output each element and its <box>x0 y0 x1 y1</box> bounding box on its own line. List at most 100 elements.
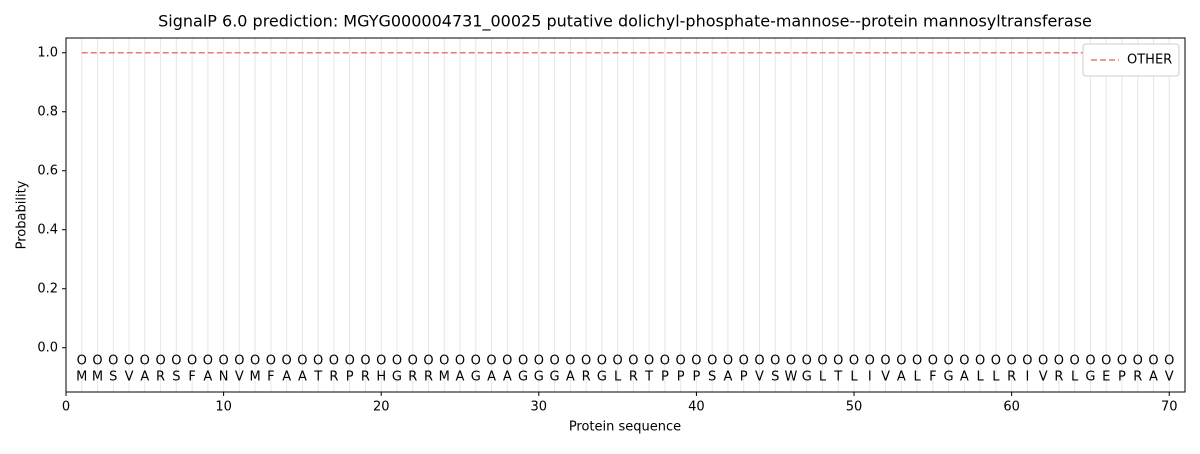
y-tick-label: 0.6 <box>37 163 58 178</box>
region-label: O <box>486 354 496 369</box>
region-label: O <box>691 354 701 369</box>
region-label: O <box>597 354 607 369</box>
region-label: O <box>660 354 670 369</box>
region-label: O <box>218 354 228 369</box>
residue-label: V <box>755 370 764 385</box>
residue-label: M <box>92 370 103 385</box>
region-label: O <box>896 354 906 369</box>
residue-label: A <box>282 370 291 385</box>
residue-label: G <box>534 370 544 385</box>
region-label: O <box>849 354 859 369</box>
region-label: O <box>1007 354 1017 369</box>
region-label: O <box>943 354 953 369</box>
residue-label: I <box>868 370 872 385</box>
residue-label: P <box>693 370 701 385</box>
region-label: O <box>124 354 134 369</box>
region-label: O <box>1148 354 1158 369</box>
residue-label: P <box>661 370 669 385</box>
region-label: O <box>266 354 276 369</box>
residue-label: A <box>298 370 307 385</box>
residue-label: M <box>439 370 450 385</box>
residue-label: A <box>487 370 496 385</box>
residue-label: P <box>1118 370 1126 385</box>
residue-label: P <box>677 370 685 385</box>
residue-label: S <box>771 370 779 385</box>
region-label: O <box>282 354 292 369</box>
residue-label: M <box>250 370 261 385</box>
region-label: O <box>1054 354 1064 369</box>
residue-label: R <box>1007 370 1016 385</box>
residue-label: G <box>550 370 560 385</box>
region-label: O <box>581 354 591 369</box>
residue-label: A <box>960 370 969 385</box>
residue-label: F <box>267 370 274 385</box>
residue-label: F <box>929 370 936 385</box>
residue-label: L <box>819 370 827 385</box>
y-tick-label: 0.2 <box>37 281 58 296</box>
x-tick-label: 70 <box>1161 400 1178 415</box>
residue-label: G <box>1085 370 1095 385</box>
region-label: O <box>234 354 244 369</box>
chart-title: SignalP 6.0 prediction: MGYG000004731_00… <box>158 12 1092 32</box>
residue-label: L <box>614 370 622 385</box>
region-label: O <box>1070 354 1080 369</box>
residue-label: G <box>802 370 812 385</box>
region-label: O <box>707 354 717 369</box>
residue-label: R <box>1054 370 1063 385</box>
region-label: O <box>171 354 181 369</box>
residue-label: R <box>424 370 433 385</box>
residue-label: L <box>992 370 1000 385</box>
residue-label: V <box>881 370 890 385</box>
residue-label: L <box>976 370 984 385</box>
y-tick-label: 0.8 <box>37 104 58 119</box>
residue-label: E <box>1102 370 1110 385</box>
region-label: O <box>360 354 370 369</box>
residue-label: R <box>582 370 591 385</box>
region-label: O <box>518 354 528 369</box>
x-tick-label: 0 <box>62 400 70 415</box>
region-label: O <box>991 354 1001 369</box>
residue-label: T <box>833 370 842 385</box>
residue-label: R <box>629 370 638 385</box>
region-label: O <box>549 354 559 369</box>
region-label: O <box>739 354 749 369</box>
region-label: O <box>1117 354 1127 369</box>
region-label: O <box>455 354 465 369</box>
residue-label: A <box>1149 370 1158 385</box>
residue-label: R <box>408 370 417 385</box>
region-label: O <box>187 354 197 369</box>
residue-label: G <box>392 370 402 385</box>
x-axis-label: Protein sequence <box>569 420 681 435</box>
region-label: O <box>928 354 938 369</box>
region-label: O <box>1022 354 1032 369</box>
residue-label: R <box>329 370 338 385</box>
region-label: O <box>92 354 102 369</box>
region-label: O <box>786 354 796 369</box>
region-label: O <box>833 354 843 369</box>
residue-label: T <box>313 370 322 385</box>
residue-label: A <box>503 370 512 385</box>
y-tick-label: 1.0 <box>37 45 58 60</box>
region-label: O <box>754 354 764 369</box>
residue-label: G <box>518 370 528 385</box>
x-tick-label: 10 <box>215 400 232 415</box>
residue-label: L <box>850 370 858 385</box>
region-label: O <box>392 354 402 369</box>
region-label: O <box>77 354 87 369</box>
x-tick-label: 20 <box>373 400 390 415</box>
residue-label: I <box>1025 370 1029 385</box>
region-label: O <box>676 354 686 369</box>
residue-label: V <box>235 370 244 385</box>
residue-label: T <box>644 370 653 385</box>
residue-label: A <box>203 370 212 385</box>
y-axis-label: Probability <box>15 180 30 249</box>
region-label: O <box>408 354 418 369</box>
region-label: O <box>1101 354 1111 369</box>
residue-label: H <box>376 370 386 385</box>
legend-box <box>1082 43 1180 77</box>
region-label: O <box>345 354 355 369</box>
residue-label: A <box>140 370 149 385</box>
residue-label: A <box>566 370 575 385</box>
residue-label: A <box>723 370 732 385</box>
